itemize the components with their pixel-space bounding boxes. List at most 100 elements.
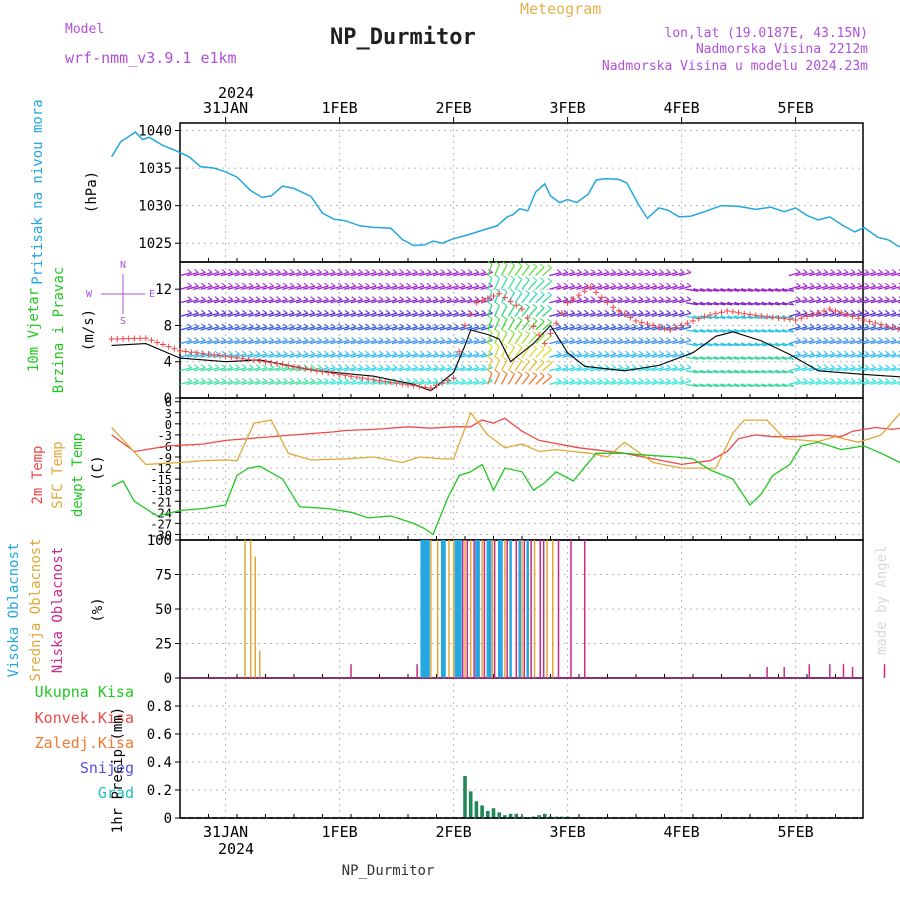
wind-arrow-head	[289, 282, 295, 287]
panel-temperature: 630-3-6-9-12-15-18-21-24-27-30	[150, 396, 864, 542]
wind-arrow-head	[487, 260, 493, 265]
wind-arrow	[378, 285, 391, 290]
wind-arrow	[241, 285, 254, 290]
y-tick-label: 1025	[138, 236, 172, 252]
wind-arrow	[713, 383, 726, 388]
wind-arrow-head	[235, 350, 240, 355]
wind-arrow	[419, 326, 432, 331]
wind-arrow	[439, 285, 452, 290]
wind-arrow-head	[214, 337, 220, 341]
wind-arrow	[343, 271, 356, 277]
wind-arrow	[583, 380, 596, 386]
wind-arrow	[829, 271, 842, 277]
wind-arrow-head	[481, 309, 487, 314]
wind-arrow-head	[487, 315, 493, 320]
wind-arrow-head	[207, 309, 213, 314]
panel-frame	[179, 122, 864, 263]
wind-arrow	[891, 354, 900, 358]
wind-arrow	[391, 339, 404, 345]
wind-arrow	[795, 339, 808, 345]
wind-arrow-head	[460, 337, 466, 341]
wind-arrow-head	[666, 269, 671, 273]
wind-arrow	[426, 271, 438, 277]
wind-arrow-head	[843, 282, 849, 287]
wind-arrow	[665, 380, 678, 386]
wind-arrow	[391, 312, 404, 318]
wind-arrow-head	[276, 350, 281, 355]
wind-arrow	[234, 339, 247, 345]
wind-arrow	[631, 299, 644, 304]
wind-arrow	[487, 372, 493, 385]
wind-arrow	[774, 329, 788, 333]
wind-arrow-head	[659, 269, 664, 273]
wind-arrow-head	[207, 337, 213, 341]
wind-arrow	[214, 312, 226, 318]
wind-arrow	[870, 367, 883, 372]
wind-arrow-head	[823, 282, 829, 287]
wind-arrow-head	[221, 364, 227, 369]
wind-arrow-head	[884, 350, 890, 355]
wind-arrow	[822, 312, 835, 318]
wind-arrow-head	[652, 350, 658, 355]
wind-arrow	[412, 326, 425, 331]
wind-arrow-head	[796, 350, 801, 355]
wind-arrow-head	[187, 323, 192, 328]
wind-arrow	[856, 285, 869, 290]
wind-arrow	[754, 302, 767, 306]
wind-arrow	[727, 383, 740, 388]
wind-arrow-head	[556, 350, 562, 355]
wind-arrow-head	[532, 344, 538, 349]
wind-arrow	[193, 299, 206, 304]
wind-arrow	[337, 353, 350, 358]
wind-arrow	[439, 353, 452, 358]
wind-arrow	[877, 326, 890, 331]
wind-arrow	[700, 276, 712, 278]
wind-arrow	[706, 370, 719, 374]
wind-arrow-head	[413, 309, 418, 314]
wind-arrow-head	[823, 296, 829, 301]
wind-arrow	[419, 339, 432, 345]
wind-arrow	[836, 312, 849, 318]
wind-arrow	[186, 367, 199, 372]
wind-arrow	[227, 380, 240, 386]
wind-arrow-head	[830, 323, 835, 328]
wind-arrow	[193, 339, 206, 345]
wind-arrow	[302, 312, 315, 318]
wind-arrow-head	[796, 364, 801, 369]
wind-arrow	[535, 307, 545, 317]
wind-arrow	[255, 353, 267, 358]
wind-arrow-head	[666, 364, 671, 369]
wind-arrow	[870, 299, 883, 304]
wind-arrow	[480, 271, 493, 277]
compass-east: E	[149, 289, 155, 300]
wind-arrow	[186, 312, 199, 318]
wind-arrow	[549, 353, 562, 358]
wind-arrow	[733, 383, 746, 388]
wind-arrow	[562, 271, 575, 277]
wind-arrow	[590, 285, 603, 290]
wind-arrow-head	[187, 364, 192, 369]
wind-arrow	[576, 271, 589, 277]
wind-arrow-head	[365, 282, 370, 287]
wind-arrow-head	[878, 364, 883, 369]
wind-arrow	[617, 339, 630, 345]
wind-arrow-head	[517, 316, 523, 321]
wind-arrow-head	[816, 377, 822, 382]
wind-arrow-head	[358, 269, 363, 273]
wind-arrow	[610, 271, 623, 277]
wind-arrow	[323, 312, 336, 318]
wind-arrow	[385, 339, 397, 345]
wind-arrow	[316, 312, 329, 318]
wind-arrow-head	[659, 282, 664, 287]
wind-arrow	[357, 285, 370, 290]
wind-arrow-head	[672, 337, 678, 341]
wind-arrow-head	[584, 282, 589, 287]
wind-arrow-head	[228, 296, 233, 301]
wind-arrow-head	[358, 364, 363, 369]
wind-arrow	[261, 326, 274, 331]
wind-arrow-head	[242, 309, 247, 314]
wind-arrow-head	[679, 269, 685, 273]
wind-arrow	[747, 356, 760, 360]
wind-arrow-head	[666, 296, 671, 301]
wind-arrow-head	[809, 323, 815, 328]
